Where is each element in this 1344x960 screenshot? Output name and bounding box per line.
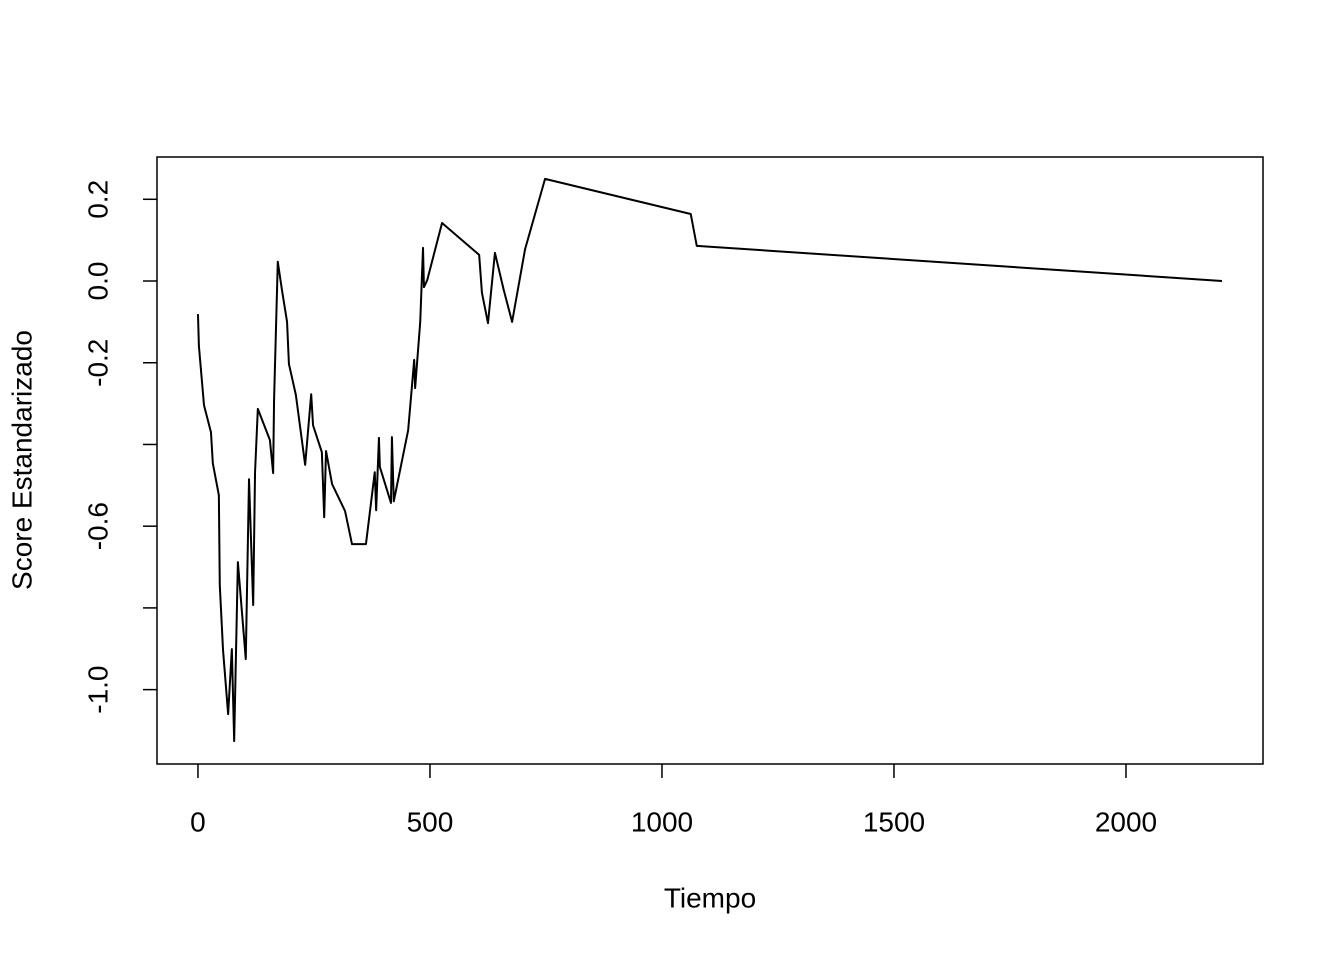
x-tick-label: 1500 bbox=[863, 806, 925, 837]
x-tick-label: 1000 bbox=[631, 806, 693, 837]
y-tick-label: -0.2 bbox=[82, 339, 113, 387]
y-tick-label: 0.2 bbox=[82, 180, 113, 219]
y-tick-label: -1.0 bbox=[82, 666, 113, 714]
x-tick-label: 0 bbox=[190, 806, 206, 837]
y-tick-label: 0.0 bbox=[82, 262, 113, 301]
x-tick-label: 500 bbox=[407, 806, 454, 837]
y-tick-label: -0.6 bbox=[82, 502, 113, 550]
plot-box bbox=[156, 156, 1264, 765]
y-axis-label: Score Estandarizado bbox=[6, 330, 37, 590]
x-axis-label: Tiempo bbox=[664, 882, 756, 913]
line bbox=[196, 177, 1223, 743]
x-tick-label: 2000 bbox=[1095, 806, 1157, 837]
